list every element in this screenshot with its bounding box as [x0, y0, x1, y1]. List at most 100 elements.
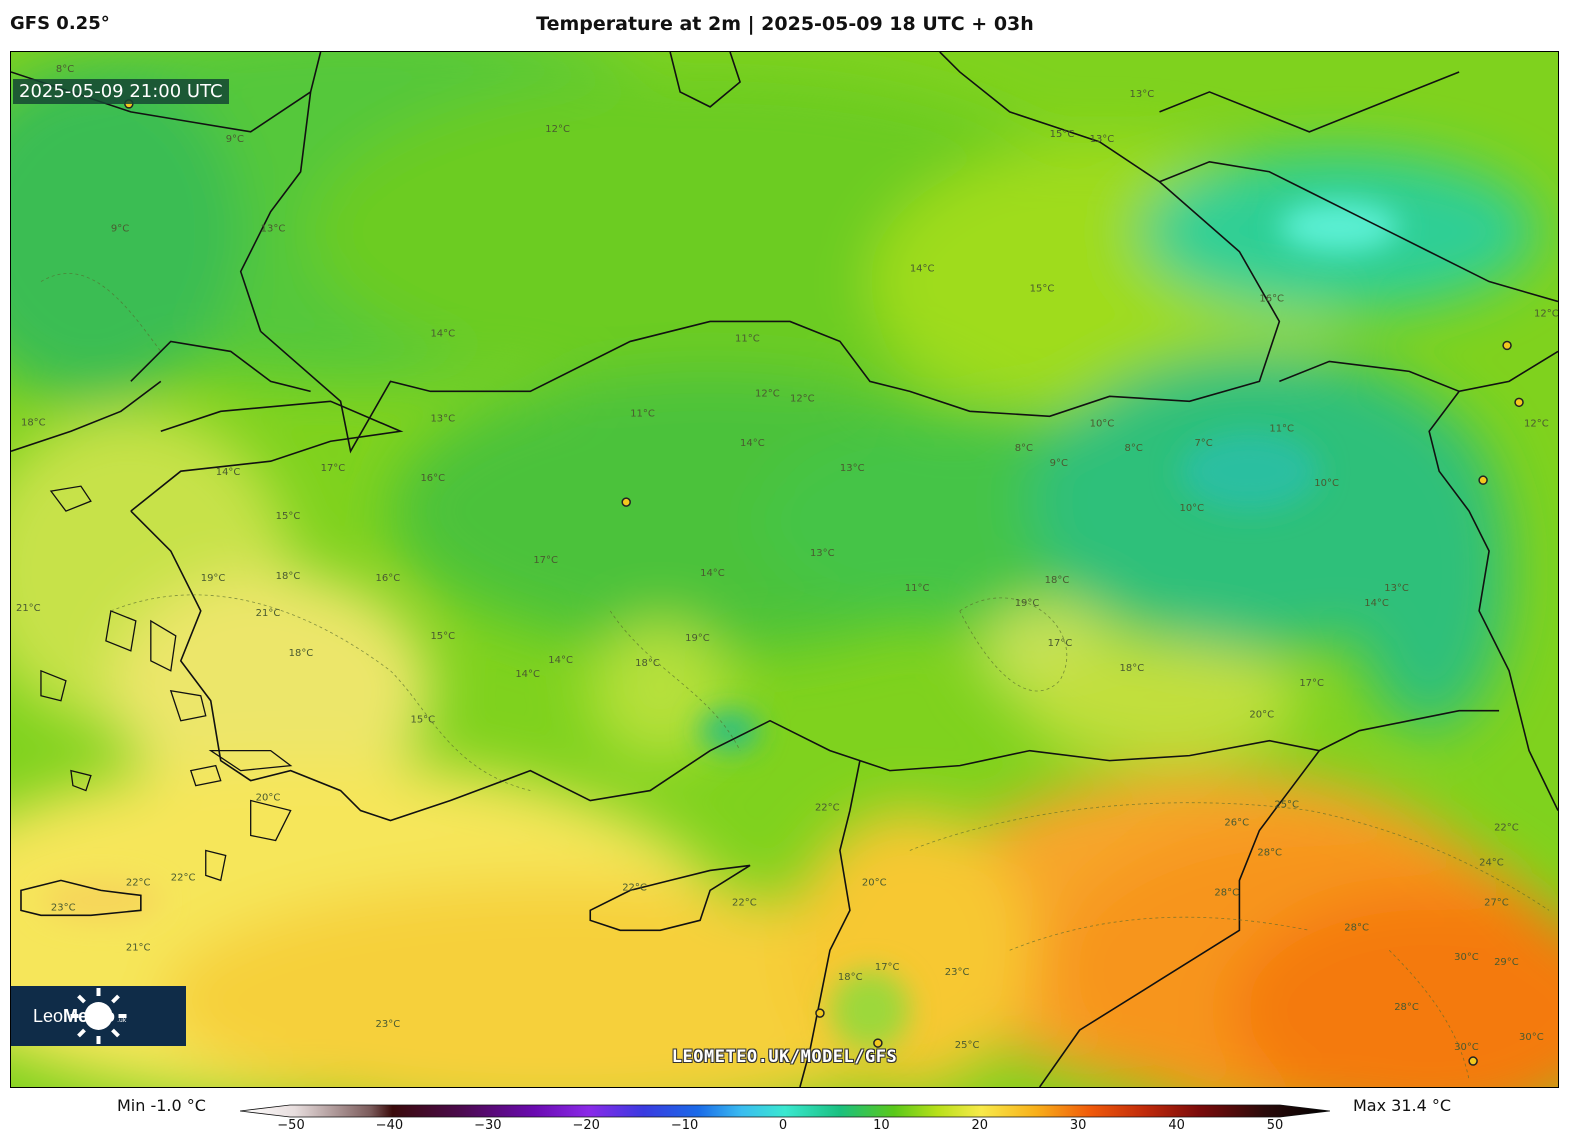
- contour-label: 22°C: [126, 877, 151, 888]
- contour-label: 13°C: [1384, 583, 1409, 594]
- contour-label: 18°C: [289, 648, 314, 659]
- city-marker: [1514, 397, 1524, 408]
- colorbar-tick-label: −10: [670, 1118, 699, 1133]
- city-marker: [621, 497, 631, 507]
- contour-label: 19°C: [201, 573, 226, 584]
- contour-label: 7°C: [1194, 438, 1212, 449]
- chart-title: Temperature at 2m | 2025-05-09 18 UTC + …: [536, 13, 1034, 35]
- colorbar-tick-label: 10: [873, 1118, 890, 1133]
- contour-label: 10°C: [1314, 478, 1339, 489]
- contour-label: 13°C: [1090, 134, 1115, 145]
- colorbar-tick-label: −40: [375, 1118, 404, 1133]
- contour-label: 23°C: [51, 902, 76, 913]
- contour-label: 21°C: [126, 942, 151, 953]
- logo-suffix: .uk: [117, 1016, 127, 1024]
- colorbar-tick-label: 30: [1069, 1118, 1087, 1133]
- city-marker: [815, 1008, 825, 1018]
- contour-label: 14°C: [515, 669, 540, 680]
- site-watermark: LEOMETEO.UK/MODEL/GFS: [671, 1047, 898, 1067]
- contour-label: 15°C: [276, 511, 301, 522]
- colorbar-tick-label: 50: [1266, 1118, 1284, 1133]
- colorbar-tick-label: −50: [277, 1118, 305, 1133]
- leometeo-logo[interactable]: LeoMeteo .uk: [11, 986, 186, 1046]
- contour-label: 13°C: [810, 548, 835, 559]
- contour-label: 12°C: [1524, 418, 1549, 429]
- contour-label: 18°C: [1120, 663, 1145, 674]
- contour-label: 15°C: [1030, 284, 1055, 295]
- contour-label: 28°C: [1344, 922, 1369, 933]
- contour-label: 20°C: [1249, 710, 1274, 721]
- contour-label: 16°C: [1259, 294, 1284, 305]
- contour-label: 25°C: [1274, 800, 1299, 811]
- colorbar: Min -1.0 °C: [0, 1096, 1570, 1137]
- contour-label: 11°C: [905, 583, 930, 594]
- map-field: 8°C 9°C 9°C 12°C 13°C 13°C 15°C 16°C 13°…: [11, 52, 1558, 1087]
- colorbar-tick-label: 20: [971, 1118, 989, 1133]
- contour-label: 19°C: [1015, 598, 1040, 609]
- contour-label: 8°C: [56, 64, 74, 75]
- contour-label: 20°C: [256, 793, 281, 804]
- contour-label: 8°C: [1015, 443, 1033, 454]
- contour-label: 18°C: [1045, 575, 1070, 586]
- contour-label: 19°C: [685, 633, 710, 644]
- contour-label: 17°C: [533, 555, 558, 566]
- contour-label: 17°C: [321, 463, 346, 474]
- contour-label: 10°C: [1090, 418, 1115, 429]
- colorbar-gradient: [240, 1104, 1330, 1118]
- colorbar-tick-label: 0: [778, 1118, 788, 1133]
- contour-label: 14°C: [548, 655, 573, 666]
- contour-label: 9°C: [226, 134, 244, 145]
- contour-label: 22°C: [815, 803, 840, 814]
- contour-label: 9°C: [1050, 458, 1068, 469]
- city-marker: [1478, 475, 1488, 485]
- contour-label: 11°C: [1269, 423, 1294, 434]
- colorbar-tick-label: −30: [474, 1118, 502, 1133]
- contour-label: 21°C: [16, 603, 41, 614]
- city-marker: [1502, 340, 1512, 351]
- contour-label: 10°C: [1179, 503, 1204, 514]
- contour-label: 16°C: [376, 573, 401, 584]
- contour-label: 12°C: [1534, 308, 1558, 319]
- contour-label: 14°C: [910, 264, 935, 275]
- contour-label: 20°C: [862, 877, 887, 888]
- colorbar-tick-label: 40: [1168, 1118, 1185, 1133]
- contour-label: 30°C: [1519, 1032, 1544, 1043]
- contour-label: 26°C: [1224, 818, 1249, 829]
- contour-label: 13°C: [261, 224, 286, 235]
- contour-label: 15°C: [430, 631, 455, 642]
- contour-label: 12°C: [755, 388, 780, 399]
- contour-label: 14°C: [1364, 598, 1389, 609]
- model-label: GFS 0.25°: [10, 13, 110, 34]
- temperature-map[interactable]: 8°C 9°C 9°C 12°C 13°C 13°C 15°C 16°C 13°…: [10, 51, 1559, 1088]
- city-marker: [873, 1038, 883, 1048]
- contour-label: 27°C: [1484, 897, 1509, 908]
- contour-label: 21°C: [256, 608, 281, 619]
- contour-label: 17°C: [875, 962, 900, 973]
- contour-label: 18°C: [276, 571, 301, 582]
- contour-label: 18°C: [635, 658, 660, 669]
- contour-label: 13°C: [430, 413, 455, 424]
- contour-label: 13°C: [1130, 89, 1155, 100]
- contour-label: 15°C: [410, 715, 435, 726]
- contour-label: 24°C: [1479, 857, 1504, 868]
- contour-label: 14°C: [700, 568, 725, 579]
- contour-label: 11°C: [630, 408, 655, 419]
- contour-label: 14°C: [216, 467, 241, 478]
- valid-time-badge: 2025-05-09 21:00 UTC: [13, 79, 229, 104]
- contour-label: 9°C: [111, 224, 129, 235]
- contour-label: 13°C: [840, 463, 865, 474]
- contour-label: 22°C: [622, 882, 647, 893]
- contour-label: 11°C: [735, 333, 760, 344]
- contour-label: 17°C: [1299, 678, 1324, 689]
- contour-label: 28°C: [1257, 847, 1282, 858]
- contour-label: 15°C: [1050, 129, 1075, 140]
- city-marker: [1468, 1056, 1478, 1066]
- contour-label: 17°C: [1048, 638, 1073, 649]
- contour-label: 25°C: [955, 1040, 980, 1051]
- contour-label: 14°C: [430, 328, 455, 339]
- contour-label: 22°C: [1494, 822, 1519, 833]
- logo-text-light: Leo: [33, 1005, 64, 1026]
- contour-label: 30°C: [1454, 952, 1479, 963]
- contour-label: 12°C: [790, 393, 815, 404]
- contour-label: 23°C: [945, 967, 970, 978]
